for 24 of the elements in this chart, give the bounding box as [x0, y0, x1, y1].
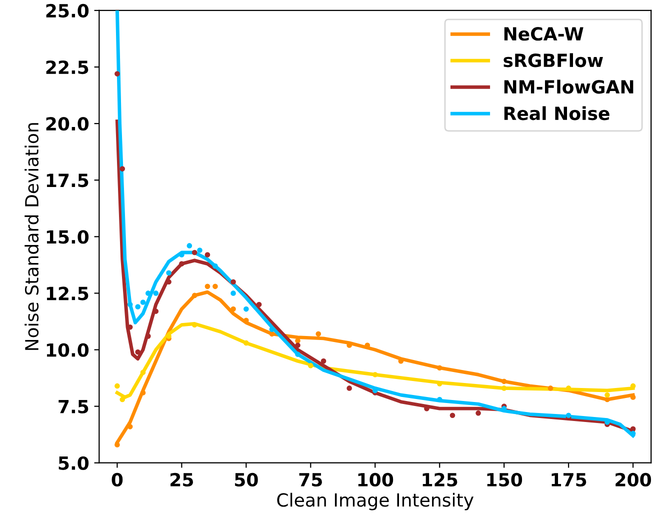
x-axis-title: Clean Image Intensity [277, 492, 474, 510]
x-tick-label: 25 [170, 472, 193, 487]
x-tick-label: 0 [112, 472, 123, 487]
y-tick-label: 15.0 [46, 230, 89, 244]
legend-label: sRGBFlow [504, 53, 603, 68]
x-tick-label: 75 [299, 473, 322, 487]
x-tick-label: 175 [552, 473, 586, 487]
y-tick-label: 7.5 [58, 400, 88, 414]
y-tick-label: 20.0 [46, 117, 89, 131]
legend-label: NM-FlowGAN [504, 80, 634, 94]
x-tick-label: 150 [487, 472, 522, 487]
y-tick-label: 10.0 [46, 343, 89, 357]
y-axis-title: Noise Standard Deviation [24, 123, 39, 350]
legend-label: NeCA-W [504, 27, 584, 41]
y-tick-label: 22.5 [46, 60, 88, 74]
x-tick-label: 125 [422, 472, 458, 487]
x-tick-label: 50 [234, 472, 258, 487]
y-tick-label: 17.5 [46, 174, 88, 188]
y-tick-label: 25.0 [46, 4, 89, 18]
x-tick-label: 100 [358, 472, 394, 487]
y-tick-label: 5.0 [58, 456, 89, 470]
x-tick-label: 200 [616, 472, 652, 487]
y-tick-label: 12.5 [46, 286, 88, 300]
legend-label: Real Noise [504, 106, 610, 120]
